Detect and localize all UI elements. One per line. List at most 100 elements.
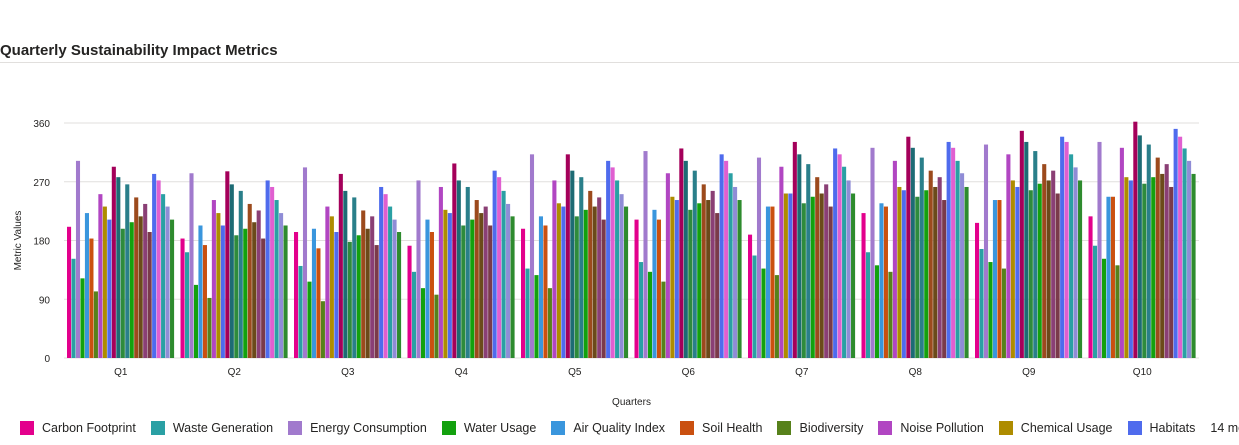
- bar: [365, 228, 370, 358]
- bar: [80, 278, 85, 358]
- bar: [865, 252, 871, 358]
- legend-swatch: [998, 421, 1013, 435]
- bar: [161, 194, 166, 358]
- bar: [456, 180, 461, 358]
- legend-swatch: [1127, 421, 1142, 435]
- bar: [656, 219, 661, 358]
- bar: [510, 216, 515, 358]
- y-tick-label: 270: [33, 178, 50, 189]
- bar: [783, 193, 788, 358]
- bar: [665, 173, 670, 358]
- bar: [438, 186, 443, 358]
- bar: [198, 225, 203, 358]
- legend-item[interactable]: Energy Consumption: [288, 421, 427, 435]
- legend-swatch: [777, 421, 792, 435]
- bar: [579, 177, 584, 358]
- bar: [624, 206, 629, 358]
- bar: [975, 222, 980, 359]
- legend-swatch: [680, 421, 695, 435]
- bar: [588, 190, 593, 358]
- bar: [1060, 136, 1065, 358]
- legend-more-link[interactable]: 14 more: [1210, 421, 1239, 435]
- y-tick-label: 360: [33, 119, 50, 130]
- title-divider: [0, 62, 1239, 63]
- bar: [252, 222, 257, 358]
- bar: [851, 193, 856, 358]
- bar: [874, 265, 880, 358]
- bar: [574, 216, 579, 358]
- bar: [1073, 167, 1078, 358]
- bar: [946, 141, 951, 358]
- bar: [901, 190, 906, 358]
- bar: [1088, 216, 1093, 358]
- bar: [189, 173, 194, 358]
- bar: [492, 170, 497, 358]
- legend-item[interactable]: Habitats: [1127, 421, 1195, 435]
- bar: [343, 190, 348, 358]
- bar: [89, 238, 94, 358]
- bar: [1051, 170, 1056, 358]
- bar: [670, 196, 675, 358]
- bar: [756, 157, 762, 358]
- bar: [211, 200, 216, 358]
- bar: [111, 166, 116, 358]
- bar: [434, 294, 439, 358]
- legend-label: Biodiversity: [799, 421, 864, 435]
- bar: [1097, 141, 1102, 358]
- legend-item[interactable]: Chemical Usage: [998, 421, 1113, 435]
- legend-item[interactable]: Soil Health: [680, 421, 762, 435]
- bar: [225, 171, 230, 358]
- legend-item[interactable]: Air Quality Index: [551, 421, 665, 435]
- bar: [84, 213, 89, 358]
- y-tick-label: 90: [39, 295, 51, 306]
- bar: [1124, 177, 1129, 358]
- bar: [1064, 141, 1069, 358]
- legend-item[interactable]: Carbon Footprint: [20, 421, 136, 435]
- bar: [356, 235, 361, 358]
- chart-title: Quarterly Sustainability Impact Metrics: [0, 42, 278, 59]
- bar: [1137, 135, 1142, 358]
- bar: [610, 167, 615, 358]
- bar: [1178, 136, 1183, 358]
- bar: [334, 232, 339, 358]
- bar: [606, 160, 611, 358]
- bar: [1001, 268, 1006, 358]
- bar: [338, 173, 343, 358]
- bar: [193, 284, 199, 358]
- x-tick-label: Q10: [1133, 367, 1152, 378]
- legend-item[interactable]: Noise Pollution: [878, 421, 984, 435]
- bar: [770, 206, 775, 358]
- bar: [737, 200, 742, 358]
- bar: [774, 275, 779, 358]
- bar: [529, 154, 535, 358]
- x-tick-label: Q2: [228, 367, 242, 378]
- legend-item[interactable]: Water Usage: [441, 421, 536, 435]
- x-tick-label: Q4: [455, 367, 469, 378]
- x-tick-label: Q6: [682, 367, 696, 378]
- bar: [506, 203, 511, 358]
- bar: [788, 193, 793, 358]
- bar: [951, 147, 956, 358]
- bar: [706, 200, 711, 358]
- bar: [283, 225, 288, 358]
- bar: [1024, 141, 1029, 358]
- legend-item[interactable]: Biodiversity: [777, 421, 863, 435]
- bar: [583, 209, 588, 358]
- bar: [597, 197, 602, 358]
- chart-legend: Carbon Footprint Waste Generation Energy C…: [20, 421, 1239, 435]
- bar: [910, 147, 915, 358]
- legend-item[interactable]: Waste Generation: [150, 421, 273, 435]
- bar: [325, 206, 330, 358]
- bar: [810, 196, 815, 358]
- bar: [256, 210, 261, 358]
- bar: [819, 193, 824, 358]
- bar: [452, 163, 457, 358]
- legend-label: Chemical Usage: [1020, 421, 1113, 435]
- bar: [615, 180, 620, 358]
- bar: [370, 216, 375, 358]
- bar: [674, 200, 679, 358]
- bar: [801, 203, 806, 358]
- bar: [407, 245, 412, 358]
- bar: [601, 219, 606, 358]
